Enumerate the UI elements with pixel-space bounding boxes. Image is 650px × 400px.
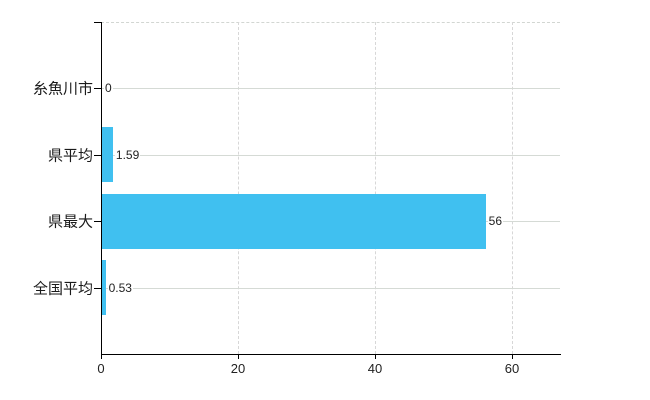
category-gridline — [101, 288, 560, 289]
category-gridline — [101, 88, 560, 89]
x-tick-3 — [512, 354, 513, 359]
category-label-2: 県最大 — [47, 213, 93, 231]
category-label-0: 糸魚川市 — [32, 80, 93, 98]
value-label-1: 1.59 — [114, 148, 141, 162]
plot-top-gridline — [101, 22, 560, 23]
x-tick-label-3: 60 — [504, 361, 520, 376]
x-tick-label-2: 40 — [367, 361, 383, 376]
category-label-3: 全国平均 — [32, 280, 93, 298]
y-tick-1 — [94, 155, 101, 156]
y-tick-3 — [94, 288, 101, 289]
x-axis — [101, 354, 561, 355]
y-tick-0 — [94, 88, 101, 89]
x-tick-label-1: 20 — [230, 361, 246, 376]
x-tick-0 — [101, 354, 102, 359]
value-label-3: 0.53 — [107, 281, 133, 295]
y-axis — [101, 22, 102, 359]
category-label-1: 県平均 — [47, 147, 93, 165]
x-gridline — [238, 22, 239, 354]
x-gridline — [512, 22, 514, 354]
x-gridline — [375, 22, 377, 354]
y-tick-2 — [94, 221, 101, 222]
category-gridline — [101, 155, 560, 156]
x-tick-2 — [375, 354, 376, 359]
bar-3 — [102, 260, 106, 315]
bar-2 — [102, 194, 486, 249]
x-tick-label-0: 0 — [97, 361, 105, 376]
bar-1 — [102, 127, 113, 182]
x-tick-1 — [238, 354, 239, 359]
y-axis-top-tick — [94, 22, 101, 23]
value-label-2: 56 — [487, 214, 503, 228]
value-label-0: 0 — [104, 81, 113, 95]
